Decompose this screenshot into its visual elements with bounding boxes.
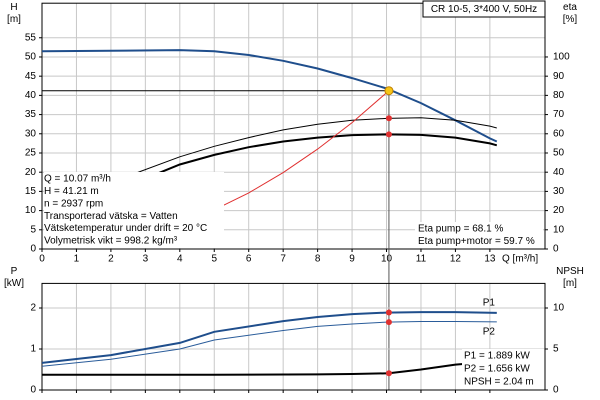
y-tick-label: 10 (25, 205, 37, 216)
y2-tick-label: 60 (553, 128, 565, 139)
y2-tick-label: 0 (553, 244, 559, 255)
y-tick-label: 15 (25, 186, 37, 197)
curve (214, 90, 390, 211)
annotation: Transporterad vätska = Vatten (44, 211, 178, 222)
y2-tick-label: 10 (553, 224, 565, 235)
annotation: P2 = 1.656 kW (464, 364, 530, 375)
y-tick-label: 25 (25, 148, 37, 159)
y2-tick-label: 40 (553, 167, 565, 178)
x-tick-label: 13 (484, 254, 496, 265)
x-axis-label: Q [m³/h] (502, 254, 538, 265)
curve (41, 311, 497, 364)
annotation: Eta pump = 68.1 % (418, 224, 503, 235)
y-tick-label: 1 (30, 344, 36, 355)
x-tick-label: 9 (349, 254, 355, 265)
x-tick-label: 0 (39, 254, 45, 265)
y2-tick-label: 30 (553, 186, 565, 197)
y-tick-label: 40 (25, 90, 37, 101)
plot-frame (41, 282, 546, 391)
y2-axis-label: eta (563, 2, 577, 13)
x-tick-label: 5 (211, 254, 217, 265)
chart-title: CR 10-5, 3*400 V, 50Hz (431, 4, 537, 15)
curve-label: P2 (483, 327, 496, 338)
y-tick-label: 55 (25, 32, 37, 43)
y-tick-label: 35 (25, 109, 37, 120)
curve (41, 321, 497, 367)
y2-tick-label: 0 (553, 385, 559, 396)
annotation-box (462, 349, 544, 389)
x-tick-label: 8 (315, 254, 321, 265)
x-tick-label: 10 (381, 254, 393, 265)
y2-tick-label: 70 (553, 109, 565, 120)
annotation: Q = 10.07 m³/h (44, 174, 111, 185)
y2-axis-label: NPSH (556, 266, 584, 277)
annotation: H = 41.21 m (44, 186, 99, 197)
y-tick-label: 50 (25, 52, 37, 63)
x-tick-label: 4 (177, 254, 183, 265)
x-tick-label: 2 (108, 254, 114, 265)
y-axis-label: [m] (7, 14, 21, 25)
annotation: Eta pump+motor = 59.7 % (418, 236, 535, 247)
y-axis-label: [kW] (4, 278, 24, 289)
y-tick-label: 0 (30, 385, 36, 396)
x-tick-label: 11 (416, 254, 427, 265)
duty-point (384, 86, 394, 96)
y-axis-label: H (10, 2, 17, 13)
marker (385, 309, 392, 316)
y-tick-label: 20 (25, 167, 37, 178)
y2-tick-label: 10 (553, 303, 565, 314)
y2-tick-label: 90 (553, 71, 565, 82)
annotation-box (415, 222, 543, 248)
x-tick-label: 12 (450, 254, 462, 265)
plot-frame (41, 2, 546, 250)
x-tick-label: 7 (280, 254, 286, 265)
x-tick-label: 3 (143, 254, 149, 265)
y-tick-label: 45 (25, 71, 37, 82)
y-axis-label: P (11, 266, 18, 277)
y2-tick-label: 50 (553, 148, 565, 159)
marker (385, 131, 392, 138)
annotation: Volymetrisk vikt = 998.2 kg/m³ (44, 236, 178, 247)
y-tick-label: 30 (25, 128, 37, 139)
y2-tick-label: 20 (553, 205, 565, 216)
annotation: NPSH = 2.04 m (464, 377, 534, 388)
marker (385, 115, 392, 122)
annotation: n = 2937 rpm (44, 198, 103, 209)
x-tick-label: 1 (74, 254, 80, 265)
annotation-box (44, 172, 224, 248)
marker (385, 319, 392, 326)
marker (385, 370, 392, 377)
y2-tick-label: 80 (553, 90, 565, 101)
y2-tick-label: 5 (553, 344, 559, 355)
curve (127, 117, 497, 177)
y-tick-label: 0 (30, 244, 36, 255)
curve-label: P1 (483, 298, 496, 309)
x-tick-label: 6 (246, 254, 252, 265)
y2-axis-label: [%] (563, 14, 578, 25)
title-box (422, 0, 546, 18)
annotation: Vätsketemperatur under drift = 20 °C (44, 223, 207, 234)
curve (42, 360, 497, 376)
y-tick-label: 2 (30, 303, 36, 314)
y-tick-label: 5 (30, 224, 36, 235)
y2-tick-label: 100 (553, 52, 570, 63)
y2-axis-label: [m] (563, 278, 577, 289)
annotation: P1 = 1.889 kW (464, 351, 530, 362)
